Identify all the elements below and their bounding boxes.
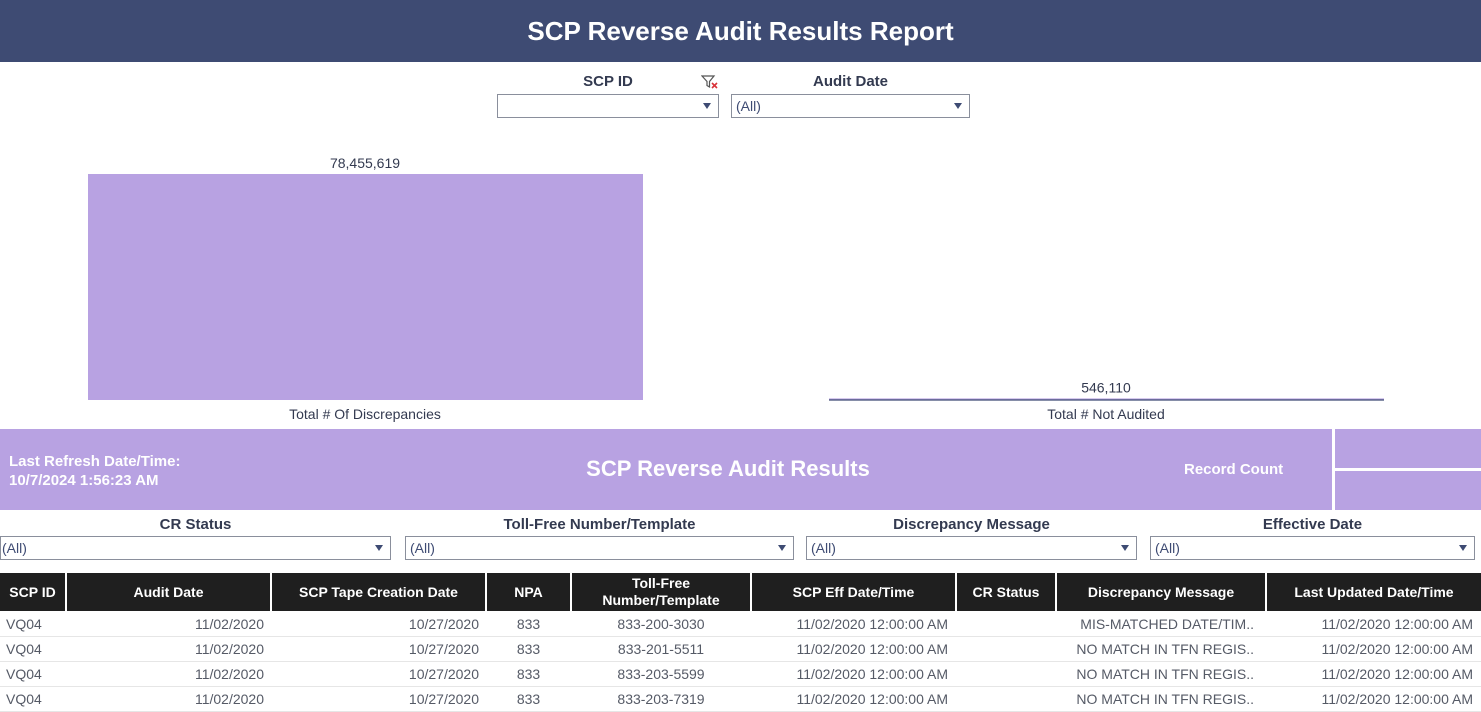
cell-npa: 833 — [516, 666, 541, 682]
cell-tape-creation-date: 10/27/2020 — [408, 641, 479, 657]
cr-status-dropdown-value: (All) — [2, 540, 27, 556]
table-row[interactable]: VQ04 11/02/2020 10/27/2020 833 833-203-5599 1… — [0, 662, 1481, 687]
cell-toll-free-number: 833-200-3030 — [617, 616, 705, 632]
cr-status-dropdown[interactable]: (All) — [0, 536, 391, 560]
cell-scp-id: VQ04 — [6, 666, 42, 682]
col-header-last-updated[interactable]: Last Updated Date/Time — [1267, 573, 1481, 611]
tfn-dropdown[interactable]: (All) — [405, 536, 794, 560]
col-header-scp-eff-date[interactable]: SCP Eff Date/Time — [752, 573, 955, 611]
cell-toll-free-number: 833-201-5511 — [617, 641, 705, 657]
chevron-down-icon — [375, 545, 383, 551]
bar-value-label: 546,110 — [1081, 379, 1131, 395]
cell-discrepancy-message: NO MATCH IN TFN REGIS.. — [1076, 641, 1254, 657]
scp-id-dropdown[interactable] — [497, 94, 719, 118]
cell-scp-id: VQ04 — [6, 641, 42, 657]
cell-last-updated: 11/02/2020 12:00:00 AM — [1321, 641, 1473, 657]
col-header-tape-creation-date[interactable]: SCP Tape Creation Date — [272, 573, 485, 611]
cell-scp-id: VQ04 — [6, 616, 42, 632]
cell-tape-creation-date: 10/27/2020 — [408, 666, 479, 682]
cell-audit-date: 11/02/2020 — [194, 666, 264, 682]
effective-date-dropdown-value: (All) — [1155, 540, 1180, 556]
cell-npa: 833 — [516, 641, 541, 657]
scp-id-filter-label: SCP ID — [583, 73, 633, 90]
chevron-down-icon — [778, 545, 786, 551]
table-row[interactable]: VQ04 11/02/2020 10/27/2020 833 833-201-5511 1… — [0, 637, 1481, 662]
cell-scp-eff-date: 11/02/2020 12:00:00 AM — [796, 666, 948, 682]
cr-status-filter-label: CR Status — [159, 516, 232, 533]
record-count-box — [1335, 429, 1481, 468]
col-header-audit-date[interactable]: Audit Date — [67, 573, 270, 611]
last-refresh-value: 10/7/2024 1:56:23 AM — [9, 472, 159, 489]
cell-toll-free-number: 833-203-5599 — [617, 666, 705, 682]
col-header-scp-id[interactable]: SCP ID — [0, 573, 65, 611]
cell-audit-date: 11/02/2020 — [194, 616, 264, 632]
last-refresh: Last Refresh Date/Time: 10/7/2024 1:56:2… — [9, 452, 180, 490]
results-banner: Last Refresh Date/Time: 10/7/2024 1:56:2… — [0, 429, 1332, 510]
table-row[interactable]: VQ04 11/02/2020 10/27/2020 833 833-200-3030 1… — [0, 612, 1481, 637]
col-header-npa[interactable]: NPA — [487, 573, 570, 611]
cell-discrepancy-message: NO MATCH IN TFN REGIS.. — [1076, 666, 1254, 682]
bar-category-label: Total # Not Audited — [1047, 406, 1165, 422]
audit-date-dropdown-value: (All) — [736, 98, 761, 114]
bar-discrepancies[interactable] — [88, 174, 643, 400]
cell-scp-id: VQ04 — [6, 691, 42, 707]
cell-tape-creation-date: 10/27/2020 — [408, 691, 479, 707]
report-header: SCP Reverse Audit Results Report — [0, 0, 1481, 62]
chevron-down-icon — [1459, 545, 1467, 551]
cell-scp-eff-date: 11/02/2020 12:00:00 AM — [796, 691, 948, 707]
cell-npa: 833 — [516, 691, 541, 707]
bar-not-audited[interactable] — [829, 398, 1384, 400]
cell-tape-creation-date: 10/27/2020 — [408, 616, 479, 632]
discrepancy-dropdown-value: (All) — [811, 540, 836, 556]
cell-audit-date: 11/02/2020 — [194, 641, 264, 657]
bar-value-label: 78,455,619 — [330, 155, 400, 171]
cell-discrepancy-message: MIS-MATCHED DATE/TIM.. — [1080, 616, 1254, 632]
report-title: SCP Reverse Audit Results Report — [527, 15, 954, 46]
effective-date-dropdown[interactable]: (All) — [1150, 536, 1475, 560]
clear-filter-icon[interactable] — [701, 74, 719, 90]
results-title: SCP Reverse Audit Results — [586, 456, 870, 481]
tfn-dropdown-value: (All) — [410, 540, 435, 556]
record-count-label: Record Count — [1184, 461, 1284, 478]
table-row[interactable]: VQ04 11/02/2020 10/27/2020 833 833-203-7319 1… — [0, 687, 1481, 712]
audit-date-filter-label: Audit Date — [813, 73, 888, 90]
cell-last-updated: 11/02/2020 12:00:00 AM — [1321, 616, 1473, 632]
results-table-header: SCP ID Audit Date SCP Tape Creation Date… — [0, 573, 1481, 611]
bar-category-label: Total # Of Discrepancies — [289, 406, 441, 422]
cell-last-updated: 11/02/2020 12:00:00 AM — [1321, 666, 1473, 682]
cell-toll-free-number: 833-203-7319 — [617, 691, 705, 707]
discrepancy-filter-label: Discrepancy Message — [893, 516, 1050, 533]
cell-npa: 833 — [516, 616, 541, 632]
record-count-value-box — [1335, 471, 1481, 510]
col-header-discrepancy-message[interactable]: Discrepancy Message — [1057, 573, 1265, 611]
cell-scp-eff-date: 11/02/2020 12:00:00 AM — [796, 641, 948, 657]
tfn-filter-label: Toll-Free Number/Template — [503, 516, 696, 533]
chevron-down-icon — [1121, 545, 1129, 551]
col-header-toll-free-number[interactable]: Toll-Free Number/Template — [572, 573, 750, 611]
cell-audit-date: 11/02/2020 — [194, 691, 264, 707]
cell-scp-eff-date: 11/02/2020 12:00:00 AM — [796, 616, 948, 632]
cell-last-updated: 11/02/2020 12:00:00 AM — [1321, 691, 1473, 707]
effective-date-filter-label: Effective Date — [1262, 516, 1363, 533]
chevron-down-icon — [703, 103, 711, 109]
audit-date-dropdown[interactable]: (All) — [731, 94, 970, 118]
last-refresh-label: Last Refresh Date/Time: — [9, 453, 181, 470]
discrepancy-dropdown[interactable]: (All) — [806, 536, 1137, 560]
cell-discrepancy-message: NO MATCH IN TFN REGIS.. — [1076, 691, 1254, 707]
col-header-cr-status[interactable]: CR Status — [957, 573, 1055, 611]
summary-bar-chart: 78,455,619 Total # Of Discrepancies 546,11… — [88, 155, 1384, 422]
chevron-down-icon — [954, 103, 962, 109]
